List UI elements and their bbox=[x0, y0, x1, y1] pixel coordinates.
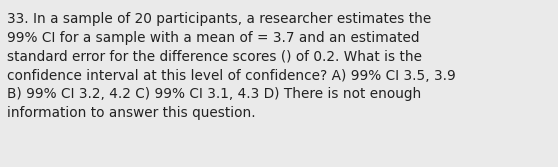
Text: 33. In a sample of 20 participants, a researcher estimates the
99% CI for a samp: 33. In a sample of 20 participants, a re… bbox=[7, 12, 456, 120]
